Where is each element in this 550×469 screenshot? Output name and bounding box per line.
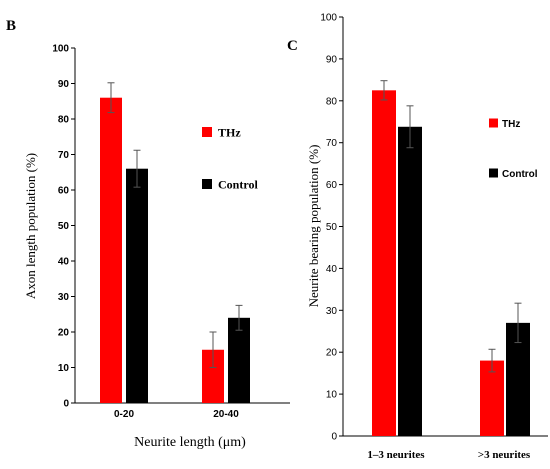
- y-tick-label: 20: [58, 328, 70, 339]
- bar: [480, 360, 504, 436]
- bar: [126, 168, 148, 403]
- y-tick-label: 40: [326, 264, 338, 275]
- legend-label: Control: [218, 178, 258, 192]
- y-tick-label: 80: [58, 115, 70, 126]
- y-tick-label: 100: [320, 13, 337, 24]
- bar: [398, 126, 422, 436]
- plot-area: 0 10 20 30 40 50 60 70 80 90 100 0-20 20-40 THz Contro…: [52, 44, 290, 420]
- bar: [100, 97, 122, 403]
- y-tick-label: 60: [326, 180, 338, 191]
- y-tick-label: 90: [326, 54, 338, 65]
- x-tick-label: 1–3 neurites: [367, 449, 425, 461]
- y-tick-label: 50: [326, 222, 338, 233]
- y-tick-label: 20: [326, 348, 338, 359]
- y-tick-label: 10: [58, 363, 70, 374]
- x-tick-label: 0-20: [114, 409, 134, 420]
- y-axis-label: Neurite bearing population (%): [306, 145, 321, 308]
- panel-label: B: [6, 18, 16, 34]
- y-tick-label: 0: [331, 432, 337, 443]
- y-tick-label: 80: [326, 96, 338, 107]
- legend-label: Control: [502, 169, 538, 180]
- panel-b: B Axon length population (%) Neurite len…: [6, 18, 290, 450]
- legend-swatch: [489, 168, 498, 178]
- y-tick-label: 30: [58, 292, 70, 303]
- legend-swatch: [489, 118, 498, 128]
- x-axis-label: Neurite length (μm): [134, 435, 246, 450]
- legend-swatch: [202, 127, 212, 137]
- panel-c: C Neurite bearing population (%) 0 10 20 30…: [287, 13, 548, 461]
- bar: [202, 349, 224, 403]
- y-tick-label: 30: [326, 306, 338, 317]
- y-tick-label: 70: [326, 138, 338, 149]
- legend-swatch: [202, 179, 212, 189]
- y-tick-label: 90: [58, 79, 70, 90]
- y-tick-label: 60: [58, 186, 70, 197]
- y-tick-label: 100: [52, 44, 69, 55]
- plot-area: 0 10 20 30 40 50 60 70 80 90 100 1–3 neurites >3 neu…: [320, 13, 548, 461]
- x-tick-label: >3 neurites: [478, 449, 531, 461]
- x-tick-label: 20-40: [213, 409, 239, 420]
- y-axis-label: Axon length population (%): [23, 153, 38, 299]
- bar: [228, 317, 250, 403]
- y-tick-label: 70: [58, 150, 70, 161]
- bar: [372, 90, 396, 436]
- y-tick-label: 50: [58, 221, 70, 232]
- y-tick-label: 0: [63, 399, 69, 410]
- panel-label: C: [287, 38, 298, 54]
- legend-label: THz: [218, 126, 241, 140]
- legend-label: THz: [502, 119, 520, 130]
- y-tick-label: 40: [58, 257, 70, 268]
- y-tick-label: 10: [326, 390, 338, 401]
